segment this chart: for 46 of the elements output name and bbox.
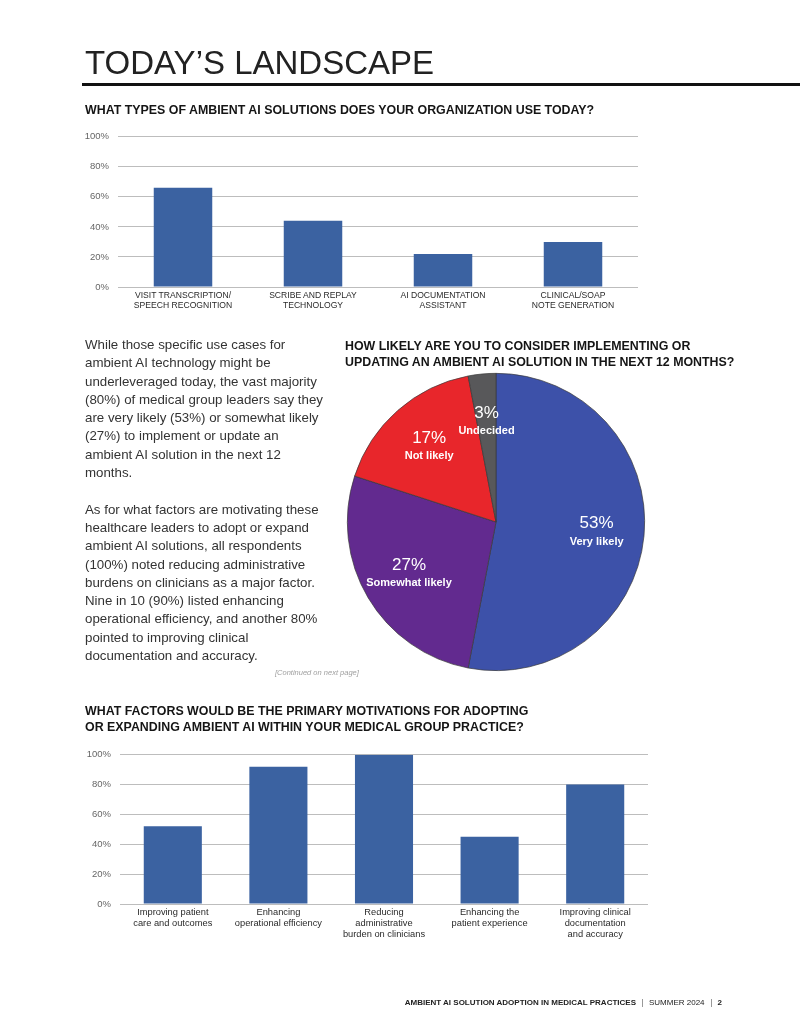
bar xyxy=(143,826,202,904)
slice-label: Not likely xyxy=(404,449,455,462)
bar xyxy=(543,241,603,287)
text: 2 xyxy=(717,998,722,1007)
y-tick-label: 20% xyxy=(91,867,112,879)
chart-title: WHAT FACTORS WOULD BE THE PRIMARY MOTIVATIONS FOR ADOPTING OR EXPANDING AMBIENT AI WITHIN YOUR MEDICAL GROUP PRACTICE? xyxy=(85,704,530,735)
text: TODAY’S LANDSCAPE xyxy=(85,44,435,81)
x-tick-label: Reducing administrative burden on clinicians xyxy=(342,907,426,940)
bar xyxy=(460,836,519,904)
bar xyxy=(153,187,213,287)
text: AMBIENT AI SOLUTION ADOPTION IN MEDICAL PRACTICES xyxy=(404,998,636,1007)
y-tick-label: 60% xyxy=(89,190,110,202)
x-tick-label: SCRIBE AND REPLAY TECHNOLOGY xyxy=(269,289,358,310)
x-tick-label: Enhancing operational efficiency xyxy=(234,907,323,929)
bar xyxy=(249,766,308,904)
y-tick-label: 0% xyxy=(95,280,110,292)
y-tick-label: 60% xyxy=(91,808,112,820)
data-label: 17% xyxy=(412,427,447,447)
y-tick-label: 100% xyxy=(84,130,110,142)
text: While those specific use cases for ambient AI technology might be underleveraged today, the vast majority (80%) of medical group leaders say they are very likely (53%) or somewhat likely (27%) to implement or update an ambient AI solution in the next 12 months. xyxy=(85,336,324,483)
bar xyxy=(283,220,343,287)
data-label: 27% xyxy=(391,555,427,575)
y-tick-label: 80% xyxy=(89,160,110,172)
x-tick-label: VISIT TRANSCRIPTION/ SPEECH RECOGNITION xyxy=(133,289,233,310)
y-tick-label: 40% xyxy=(91,837,112,849)
x-tick-label: Improving patient care and outcomes xyxy=(133,907,213,929)
y-tick-label: 100% xyxy=(86,748,112,760)
slice-label: Somewhat likely xyxy=(366,576,453,589)
data-label: 53% xyxy=(579,513,614,533)
y-tick-label: 80% xyxy=(91,778,112,790)
y-tick-label: 20% xyxy=(89,250,110,262)
chart-title: WHAT TYPES OF AMBIENT AI SOLUTIONS DOES YOUR ORGANIZATION USE TODAY? xyxy=(85,103,596,119)
chart-title: HOW LIKELY ARE YOU TO CONSIDER IMPLEMENTING OR UPDATING AN AMBIENT AI SOLUTION IN THE NEXT 12 MONTHS? xyxy=(345,339,736,370)
y-tick-label: 40% xyxy=(89,220,110,232)
slice-label: Very likely xyxy=(569,534,625,547)
x-tick-label: Enhancing the patient experience xyxy=(451,907,528,929)
x-tick-label: CLINICAL/SOAP NOTE GENERATION xyxy=(531,289,615,310)
text: As for what factors are motivating these healthcare leaders to adopt or expand ambient AI solutions, all respondents (100%) noted reducing administrative burdens on clinicians as a major factor. Nine in 10 (90%) listed enhancing operational efficiency, and another 80% pointed to improving clinical documentation and accuracy. xyxy=(85,501,319,664)
x-tick-label: Improving clinical documentation and accuracy xyxy=(559,907,631,940)
bar xyxy=(354,754,414,904)
bar xyxy=(413,253,473,287)
y-tick-label: 0% xyxy=(97,897,112,909)
x-tick-label: AI DOCUMENTATION ASSISTANT xyxy=(400,289,486,310)
bar xyxy=(566,784,625,904)
data-label: 3% xyxy=(474,403,499,423)
text: SUMMER 2024 xyxy=(648,998,705,1007)
